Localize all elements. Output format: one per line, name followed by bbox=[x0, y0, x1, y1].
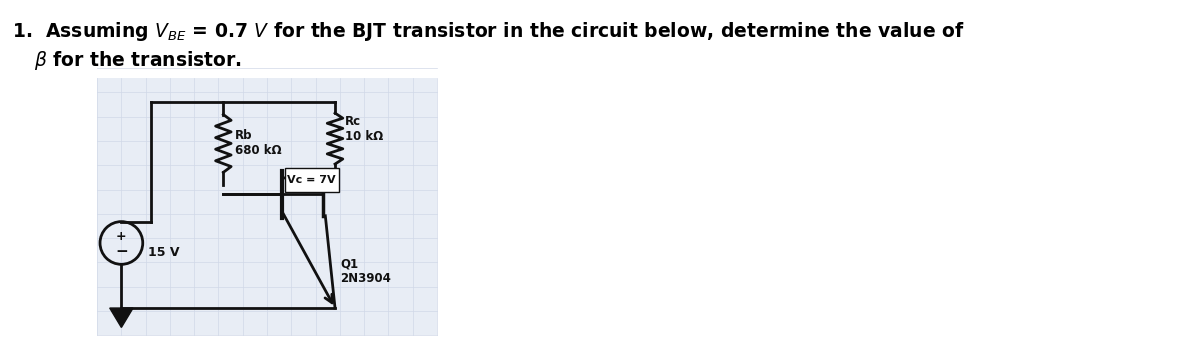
FancyBboxPatch shape bbox=[97, 78, 437, 335]
Text: $\beta$ for the transistor.: $\beta$ for the transistor. bbox=[34, 49, 242, 72]
Text: 1.  Assuming $V_{BE}$ = 0.7 $V$ for the BJT transistor in the circuit below, det: 1. Assuming $V_{BE}$ = 0.7 $V$ for the B… bbox=[12, 20, 964, 43]
Text: 15 V: 15 V bbox=[148, 246, 179, 259]
Text: +: + bbox=[116, 230, 127, 243]
FancyBboxPatch shape bbox=[284, 168, 338, 191]
Polygon shape bbox=[109, 308, 133, 328]
Text: Rc
10 kΩ: Rc 10 kΩ bbox=[344, 115, 383, 143]
Text: −: − bbox=[115, 244, 127, 259]
Text: Q1
2N3904: Q1 2N3904 bbox=[340, 257, 391, 285]
Text: Vc = 7V: Vc = 7V bbox=[288, 175, 336, 185]
Text: Rb
680 kΩ: Rb 680 kΩ bbox=[235, 130, 282, 158]
